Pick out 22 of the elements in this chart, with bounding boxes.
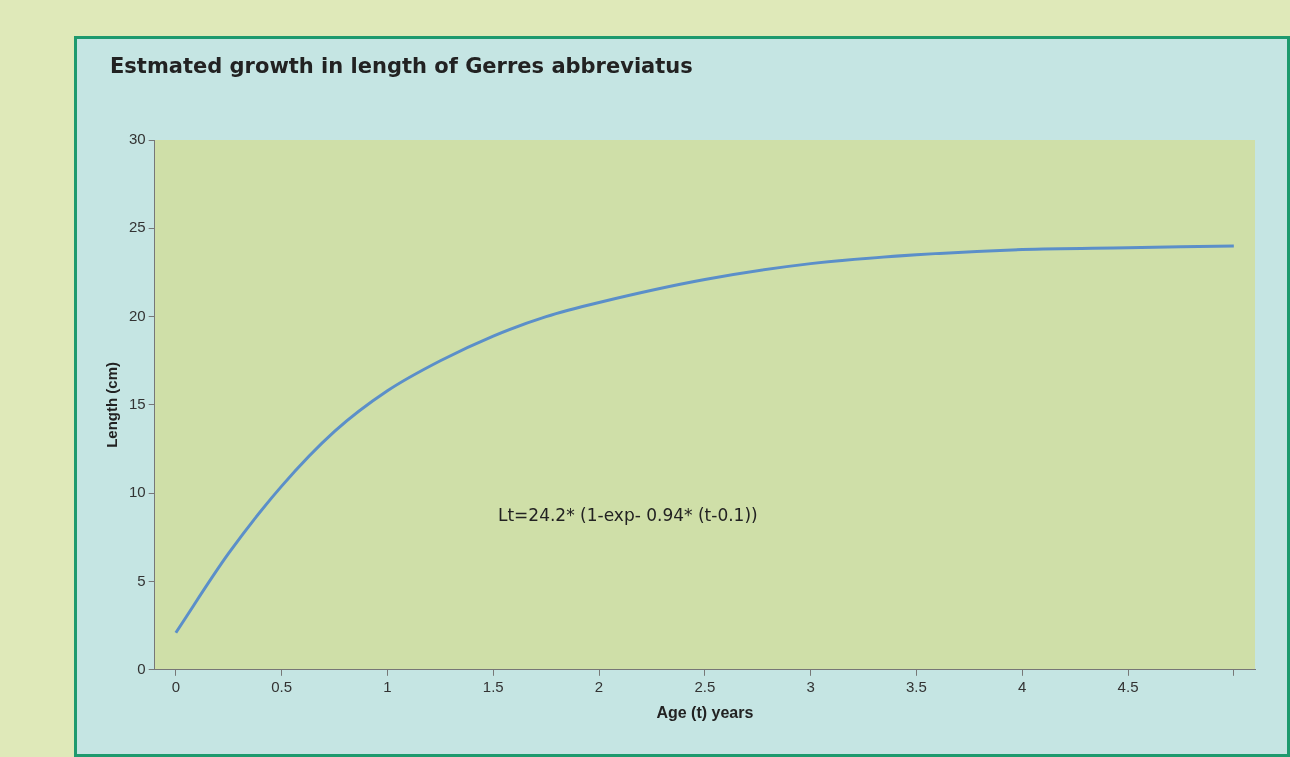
y-tick-label: 0 xyxy=(137,659,146,677)
y-tick-label: 30 xyxy=(129,130,146,148)
x-tick-label: 4 xyxy=(1018,677,1027,695)
y-tick-label: 10 xyxy=(129,483,146,501)
y-tick-label: 5 xyxy=(137,571,146,589)
annotation: Lt=24.2* (1-exp- 0.94* (t-0.1)) xyxy=(497,505,758,526)
y-tick-label: 20 xyxy=(129,306,146,324)
x-tick-label: 1.5 xyxy=(482,677,504,695)
x-tick-label: 0 xyxy=(171,677,181,695)
y-tick-label: 25 xyxy=(129,218,146,236)
x-tick-label: 3.5 xyxy=(906,677,927,695)
x-tick-label: 2.5 xyxy=(694,677,716,695)
x-tick-label: 2 xyxy=(594,677,604,695)
x-tick-label: 4.5 xyxy=(1117,677,1139,695)
y-tick-label: 15 xyxy=(129,395,146,413)
x-tick-label: 0.5 xyxy=(271,677,293,695)
x-tick-label: 3 xyxy=(806,677,815,695)
x-axis-title: Age (t) years xyxy=(656,703,754,721)
chart-title: Estmated growth in length of Gerres abbreviatus xyxy=(110,54,693,78)
y-axis-title: Length (cm) xyxy=(103,361,121,448)
line-series xyxy=(174,244,1236,635)
x-tick-label: 1 xyxy=(383,677,392,695)
